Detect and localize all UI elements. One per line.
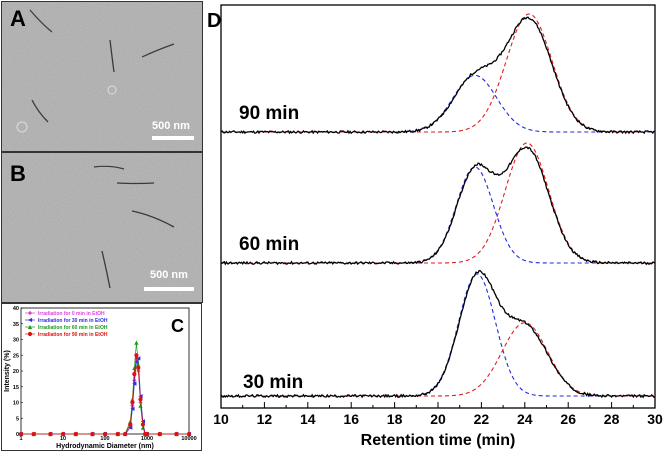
x-tick-label-d: 16: [343, 411, 359, 427]
x-tick-label-d: 26: [560, 411, 576, 427]
measured-trace: [220, 16, 656, 135]
y-tick-label-c: 25: [13, 353, 19, 359]
y-tick-label-c: 5: [16, 416, 19, 422]
x-tick-label-d: 30: [647, 411, 663, 427]
x-tick-label-c: 1000: [141, 436, 153, 442]
measured-trace: [220, 146, 656, 266]
data-point: [186, 431, 192, 437]
data-point: [136, 362, 141, 367]
data-point: [138, 403, 143, 408]
scale-bar-b: [144, 287, 194, 291]
scale-label-b: 500 nm: [150, 269, 188, 281]
data-point: [138, 397, 143, 402]
series-c-0: [18, 356, 192, 437]
panel-c-label: C: [171, 316, 184, 336]
data-point: [27, 317, 33, 323]
x-tick-label-d: 18: [387, 411, 403, 427]
legend-label-c: Irradiation for 0 min in EtOH: [38, 311, 105, 317]
data-point: [157, 431, 162, 437]
data-point: [174, 431, 179, 437]
data-point: [140, 422, 146, 427]
trace-label: 30 min: [243, 372, 303, 393]
panel-d-label: D: [207, 10, 221, 32]
legend-label-c: Irradiation for 60 min in EtOH: [38, 325, 108, 331]
data-point: [115, 431, 120, 437]
panel-b-label: B: [10, 161, 26, 186]
micrograph-a-texture: [2, 2, 202, 151]
data-point: [27, 324, 33, 330]
data-point: [130, 406, 135, 411]
data-point: [144, 431, 150, 437]
data-point: [48, 431, 53, 437]
plot-frame-d: [220, 4, 656, 409]
data-point: [102, 431, 108, 437]
micrograph-b-texture: [2, 153, 202, 302]
data-point: [130, 400, 135, 405]
panel-a-label: A: [10, 6, 26, 31]
data-point: [18, 431, 24, 437]
y-tick-label-c: 30: [13, 338, 19, 344]
series-c-1: [18, 356, 192, 437]
x-tick-label-d: 12: [257, 411, 273, 427]
trace-label: 60 min: [239, 234, 299, 255]
x-tick-label-c: 100: [100, 436, 109, 442]
measured-trace: [220, 269, 655, 399]
x-tick-label-d: 20: [430, 411, 446, 427]
dls-chart: 0 5 10 15 20 25 30 35 40 1 10 100 1000 10000 Hydrodyna…: [4, 306, 197, 450]
y-tick-label-c: 10: [13, 401, 19, 407]
data-point: [122, 431, 128, 437]
series-line-c: [21, 342, 189, 435]
data-point: [134, 340, 139, 345]
gpc-chart: D 10 12 14 16 18 20 22 24 26 28 30 Retention time (m…: [207, 4, 663, 449]
series-line-c: [21, 357, 189, 435]
series-line-c: [21, 355, 189, 435]
data-point: [132, 365, 137, 370]
series-c-3: [18, 353, 192, 437]
data-point: [90, 431, 95, 437]
trace-0: 90 min: [220, 13, 656, 135]
x-tick-label-d: 22: [474, 411, 490, 427]
data-point: [31, 431, 36, 437]
x-tick-label-c: 10: [60, 436, 66, 442]
x-axis-label-c: Hydrodynamic Diameter (nm): [56, 443, 154, 450]
data-point: [134, 353, 139, 358]
data-point: [60, 431, 66, 437]
y-tick-label-c: 15: [13, 385, 19, 391]
data-point: [136, 356, 141, 361]
scale-bar-a: [152, 136, 194, 140]
y-tick-label-c: 35: [13, 322, 19, 328]
panel-c: 0 5 10 15 20 25 30 35 40 1 10 100 1000 10000 Hydrodyna…: [1, 303, 202, 451]
legend-label-c: Irradiation for 30 min in EtOH: [38, 318, 108, 324]
x-tick-label-d: 10: [213, 411, 229, 427]
legend-label-c: Irradiation for 90 min in EtOH: [38, 332, 108, 338]
micrograph-b: B 500 nm: [1, 152, 203, 303]
data-point: [136, 365, 141, 370]
data-point: [128, 422, 133, 427]
trace-2: 30 min: [220, 269, 655, 399]
y-axis-label-c: Intensity (%): [4, 350, 11, 392]
x-tick-label-d: 24: [517, 411, 533, 427]
x-tick-label-d: 28: [604, 411, 620, 427]
series-line-c: [21, 358, 189, 435]
trace-1: 60 min: [220, 142, 656, 266]
y-tick-label-c: 0: [16, 432, 19, 438]
data-point: [27, 310, 33, 316]
x-tick-label-c: 1: [19, 436, 22, 442]
data-point: [27, 331, 33, 337]
y-tick-label-c: 20: [13, 369, 19, 375]
data-point: [73, 431, 78, 437]
scale-label-a: 500 nm: [152, 120, 190, 132]
x-tick-label-c: 10000: [181, 436, 196, 442]
trace-label: 90 min: [239, 103, 299, 124]
series-c-2: [18, 340, 192, 437]
data-point: [132, 381, 137, 386]
x-axis-label-d: Retention time (min): [361, 432, 516, 449]
micrograph-a: A 500 nm: [1, 1, 203, 152]
data-point: [128, 425, 133, 430]
y-tick-label-c: 40: [13, 306, 19, 312]
x-tick-label-d: 14: [300, 411, 316, 427]
data-point: [132, 372, 137, 377]
